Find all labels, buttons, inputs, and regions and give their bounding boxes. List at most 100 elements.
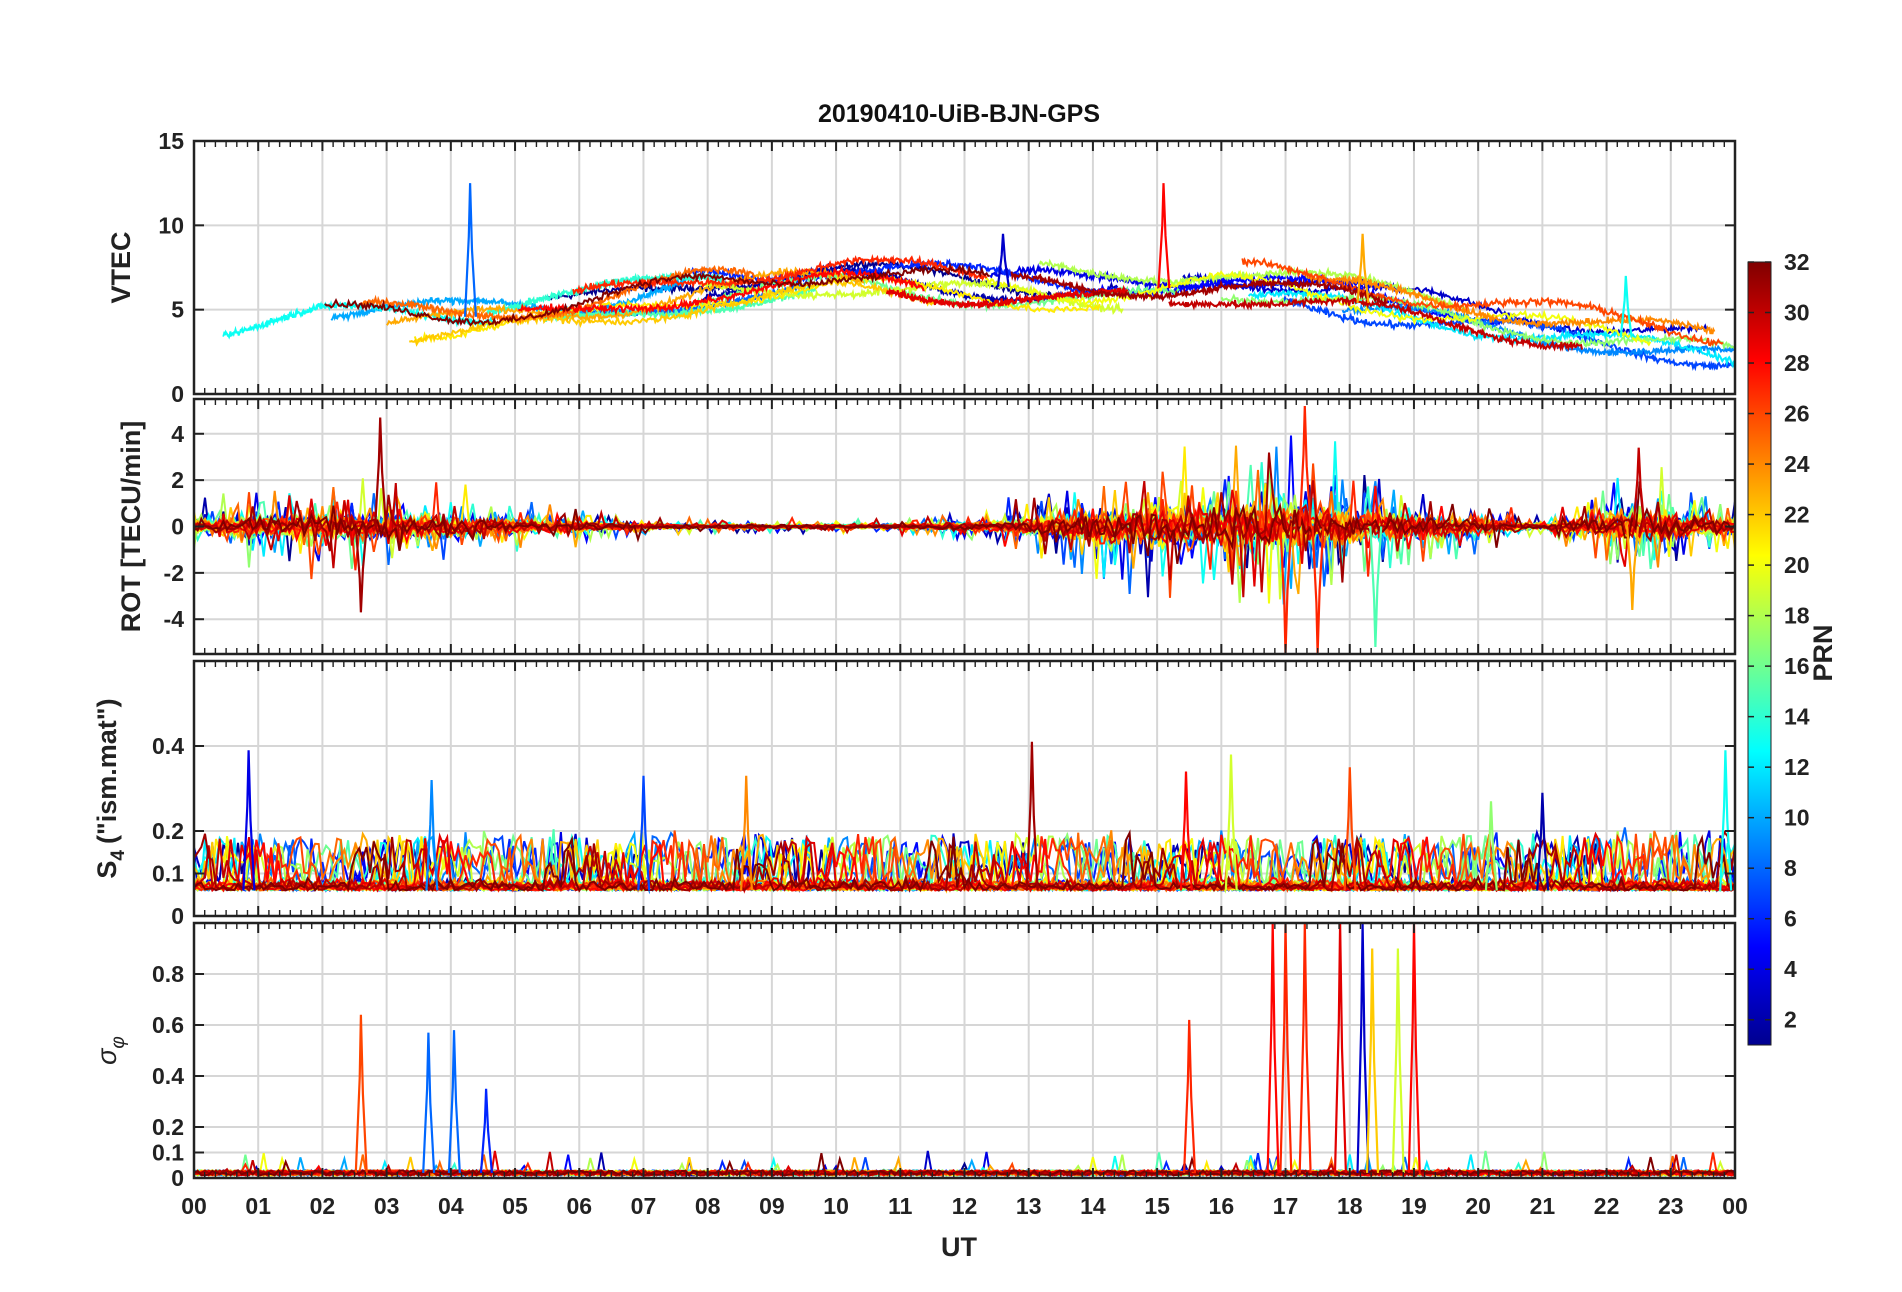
y-tick-label: 0.2 <box>152 818 184 844</box>
x-tick-label: 17 <box>1273 1193 1299 1219</box>
series-group <box>194 741 1735 895</box>
series-peak <box>1298 923 1312 1173</box>
panel-VTEC: 0 5 10 15 VTEC <box>106 128 1737 407</box>
x-tick-label: 10 <box>823 1193 849 1219</box>
colorbar-tick-label: 12 <box>1784 754 1810 780</box>
x-tick-label: 07 <box>631 1193 657 1219</box>
y-tick-label: 0.2 <box>152 1114 184 1140</box>
series-peak <box>354 1014 368 1173</box>
y-tick-label: 0 <box>171 381 184 407</box>
y-tick-label: 0.8 <box>152 961 184 987</box>
colorbar-tick-label: 20 <box>1784 552 1810 578</box>
x-tick-label: 04 <box>438 1193 464 1219</box>
series-peak <box>479 1088 493 1173</box>
y-tick-label: 0 <box>171 903 184 929</box>
series-peak <box>1298 405 1312 527</box>
series-peak <box>1183 1019 1197 1173</box>
x-tick-label: 09 <box>759 1193 785 1219</box>
x-tick-label: 00 <box>1722 1193 1748 1219</box>
colorbar-tick-label: 26 <box>1784 401 1810 427</box>
series-peak <box>354 526 368 613</box>
x-tick-label: 08 <box>695 1193 721 1219</box>
series-peak <box>425 779 439 891</box>
y-tick-label: -4 <box>164 606 185 632</box>
series-peak <box>1179 771 1193 891</box>
series-prn <box>1010 271 1389 308</box>
series-prn <box>1241 256 1724 347</box>
colorbar-tick-label: 16 <box>1784 653 1810 679</box>
series-prn <box>194 452 1735 583</box>
y-tick-label: 5 <box>171 297 184 323</box>
series-peak <box>1391 948 1405 1173</box>
x-axis-label: UT <box>941 1232 977 1262</box>
x-tick-label: 16 <box>1209 1193 1235 1219</box>
x-tick-label: 01 <box>245 1193 271 1219</box>
y-ticks: 00.10.2 0.4 0.6 0.8 <box>152 961 1735 1191</box>
series-group <box>194 405 1735 654</box>
series-peak <box>1279 526 1293 654</box>
colorbar-tick-label: 8 <box>1784 855 1797 881</box>
series-peak <box>1343 767 1357 891</box>
y-tick-label: 0.6 <box>152 1012 184 1038</box>
series-peak <box>463 183 477 317</box>
colorbar-gradient <box>1747 261 1772 1046</box>
y-axis-label-sub: φ <box>108 1036 129 1048</box>
y-axis-label: ROT [TECU/min] <box>116 421 146 632</box>
series-peak <box>1356 233 1370 304</box>
x-tick-label: 02 <box>310 1193 336 1219</box>
y-tick-label: 2 <box>171 467 184 493</box>
x-tick-label: 00 <box>181 1193 207 1219</box>
colorbar-tick-label: 10 <box>1784 805 1810 831</box>
x-tick-label: 13 <box>1016 1193 1042 1219</box>
colorbar-tick-label: 14 <box>1784 704 1810 730</box>
colorbar-tick-label: 30 <box>1784 300 1810 326</box>
series-peak <box>1224 754 1238 891</box>
x-tick-label: 12 <box>952 1193 978 1219</box>
series-prn <box>985 269 1652 347</box>
y-ticks: 0 5 10 15 <box>158 128 1735 407</box>
series-peak <box>1536 792 1550 891</box>
figure-title: 20190410-UiB-BJN-GPS <box>818 100 1100 128</box>
series-prn <box>324 262 990 327</box>
x-tick-label: 03 <box>374 1193 400 1219</box>
colorbar-tick-label: 32 <box>1784 249 1810 275</box>
series-peak <box>1626 526 1640 611</box>
y-tick-label: 0.4 <box>152 1063 184 1089</box>
series-peak <box>1266 923 1280 1173</box>
colorbar-tick-label: 2 <box>1784 1007 1797 1033</box>
panel-sigma_phi: 00.10.2 0.4 0.6 0.8 σφ <box>92 921 1737 1191</box>
colorbar-tick-label: 24 <box>1784 451 1810 477</box>
colorbar-tick-label: 18 <box>1784 603 1810 629</box>
series-prn <box>194 480 1735 598</box>
x-ticks <box>193 399 1736 654</box>
y-tick-label: 0.4 <box>152 733 184 759</box>
y-ticks: 0 0.1 0.2 0.4 <box>152 733 1735 929</box>
y-tick-label: 0 <box>171 514 184 540</box>
series-peak <box>1279 923 1293 1173</box>
y-tick-label: -2 <box>164 560 184 586</box>
y-axis-label-main: σ <box>92 1047 122 1065</box>
series-peak <box>1157 183 1171 289</box>
series-peak <box>1356 923 1370 1173</box>
y-axis-label: σφ <box>92 1036 129 1065</box>
series-peak <box>1484 801 1498 891</box>
series-group <box>222 183 1735 372</box>
series-peak <box>447 1030 461 1173</box>
x-ticks <box>193 923 1736 1178</box>
y-axis-label-sub: 4 <box>108 850 129 861</box>
series-peak <box>1333 923 1347 1173</box>
series-peak <box>1025 741 1039 891</box>
series-peak <box>1632 447 1646 527</box>
series-prn <box>194 829 1735 893</box>
colorbar-tick-label: 28 <box>1784 350 1810 376</box>
y-tick-label: 0.1 <box>152 861 184 887</box>
series-peak <box>1407 923 1421 1173</box>
x-tick-label: 20 <box>1465 1193 1491 1219</box>
series-prn <box>1168 295 1584 352</box>
colorbar-label: PRN <box>1808 624 1838 681</box>
colorbar-tick-label: 22 <box>1784 502 1810 528</box>
series-peak <box>1719 750 1733 891</box>
